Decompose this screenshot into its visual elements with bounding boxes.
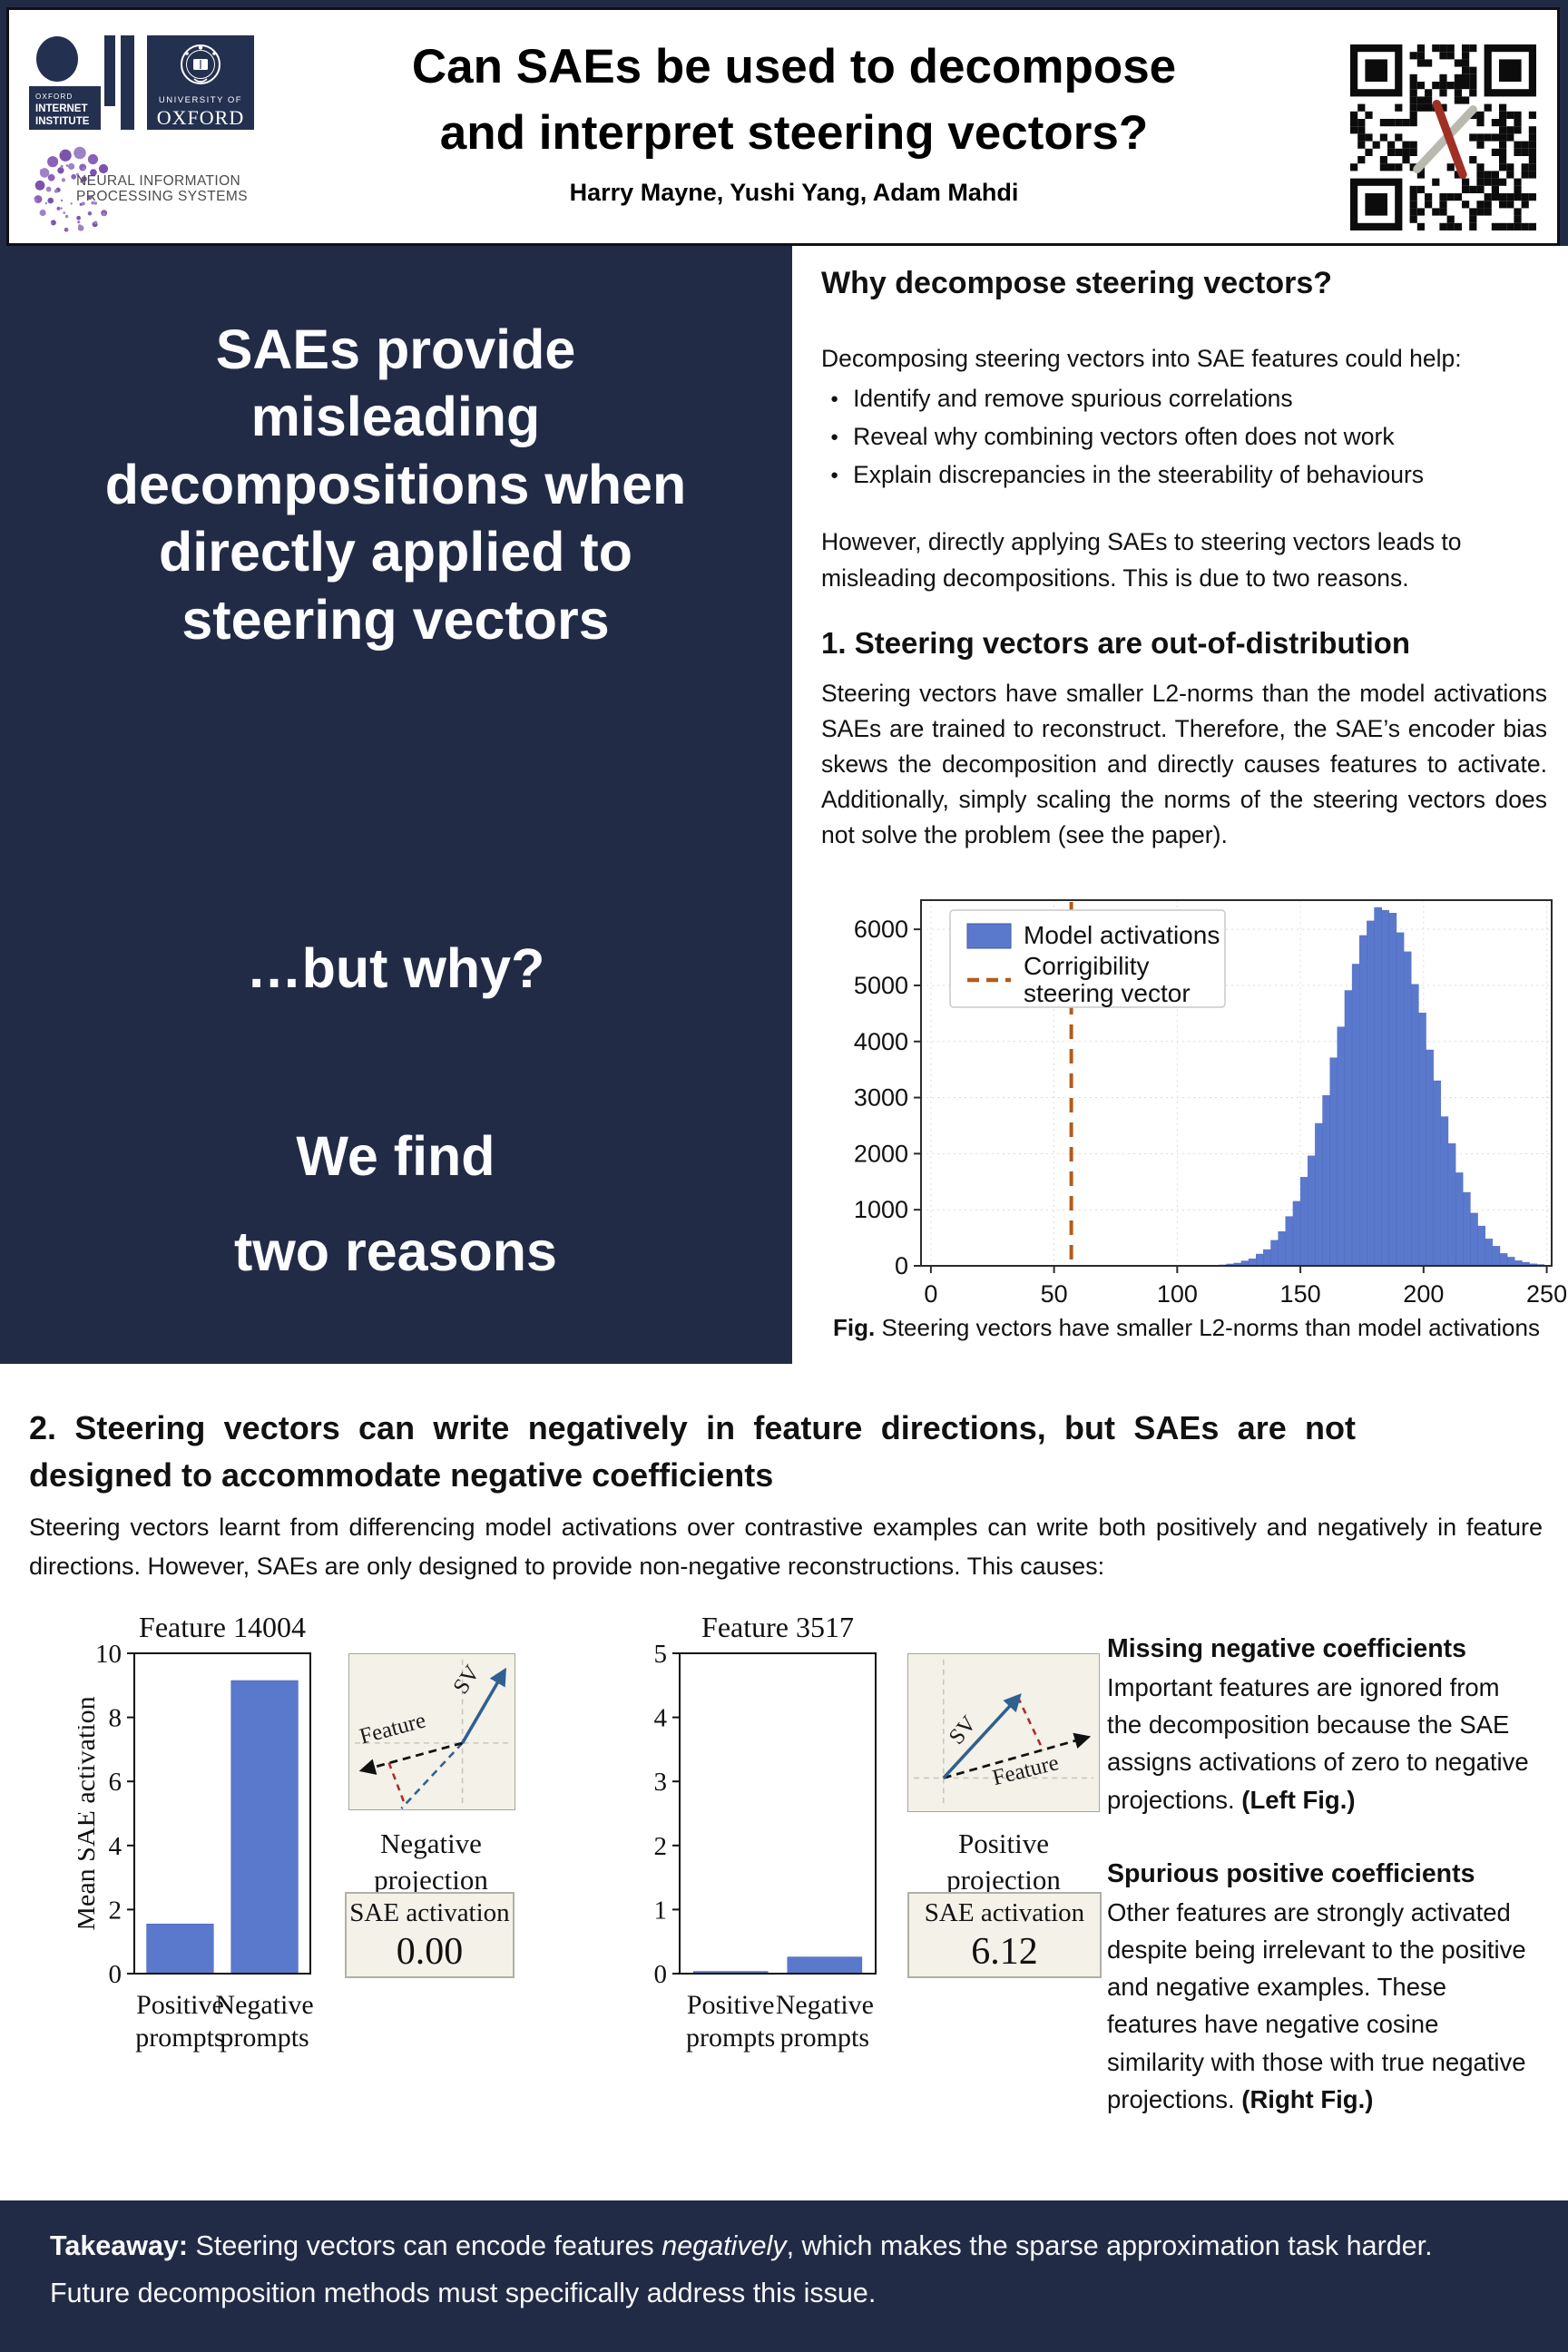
poster-title: Can SAEs be used to decompose and interp… — [411, 40, 1177, 161]
svg-text:1000: 1000 — [854, 1196, 908, 1223]
svg-text:2: 2 — [109, 1896, 122, 1925]
bullet-item: ● Identify and remove spurious correlati… — [830, 385, 1293, 412]
feature-label: Feature — [990, 1750, 1061, 1790]
svg-text:0: 0 — [654, 1960, 668, 1989]
section2-heading: 2. Steering vectors can write negatively… — [29, 1409, 1356, 1494]
svg-text:150: 150 — [1280, 1280, 1321, 1307]
figure-caption: Fig. Steering vectors have smaller L2-no… — [833, 1314, 1540, 1341]
main-claim: SAEs provide misleading decompositions w… — [104, 318, 687, 651]
oxford-label-top: UNIVERSITY OF — [158, 95, 243, 105]
oii-label-1: OXFORD — [35, 93, 73, 101]
neurips-swirl-icon — [34, 146, 109, 232]
takeaway-text: Takeaway: Steering vectors can encode fe… — [50, 2230, 1433, 2309]
svg-text:3: 3 — [654, 1768, 668, 1797]
missing-coefficients-body: Important features are ignored from the … — [1107, 1672, 1529, 1814]
neurips-label: NEURAL INFORMATION PROCESSING SYSTEMS — [76, 173, 248, 205]
oii-label-2: INTERNET — [35, 103, 88, 114]
svg-text:Corrigibility: Corrigibility — [1024, 952, 1149, 980]
svg-text:3000: 3000 — [854, 1084, 908, 1112]
why-section-intro: Decomposing steering vectors into SAE fe… — [821, 345, 1462, 372]
svg-text:6000: 6000 — [854, 916, 908, 943]
spurious-coefficients-heading: Spurious positive coefficients — [1107, 1858, 1475, 1888]
findings-column: Missing negative coefficients Important … — [1107, 1630, 1535, 2118]
sae-activation-box-right: SAE activation 6.12 — [907, 1892, 1102, 1978]
feature-14004-chart: Feature 14004 0 2 4 6 8 10 PositivepromptsNegat… — [78, 1611, 314, 2053]
svg-text:8: 8 — [109, 1704, 122, 1733]
svg-text:200: 200 — [1403, 1280, 1444, 1307]
bullet-icon: ● — [830, 467, 839, 483]
svg-text:Model activations: Model activations — [1024, 921, 1220, 949]
svg-text:Negative: Negative — [215, 1990, 313, 2020]
spurious-coefficients-body: Other features are strongly activated de… — [1107, 1897, 1526, 2113]
bullet-icon: ● — [830, 391, 839, 407]
we-find-text: We find two reasons — [234, 1125, 557, 1282]
why-section-however: However, directly applying SAEs to steer… — [821, 528, 1462, 592]
section1-heading: 1. Steering vectors are out-of-distribut… — [821, 626, 1411, 660]
oxford-label-main: OXFORD — [156, 106, 245, 129]
svg-text:5: 5 — [654, 1640, 668, 1669]
svg-text:4000: 4000 — [854, 1028, 908, 1055]
missing-coefficients-heading: Missing negative coefficients — [1107, 1634, 1466, 1663]
svg-text:6: 6 — [109, 1768, 122, 1797]
sae-activation-box-left: SAE activation 0.00 — [345, 1892, 514, 1978]
svg-text:Mean SAE activation: Mean SAE activation — [78, 1696, 101, 1930]
svg-text:0: 0 — [924, 1280, 937, 1307]
svg-text:50: 50 — [1041, 1280, 1068, 1307]
svg-text:Feature 14004: Feature 14004 — [139, 1611, 306, 1643]
qr-code — [1350, 44, 1536, 230]
section2-intro: Steering vectors learnt from differencin… — [29, 1514, 1543, 1580]
svg-text:prompts: prompts — [135, 2023, 224, 2053]
svg-text:prompts: prompts — [780, 2023, 869, 2053]
bullet-icon: ● — [830, 429, 839, 445]
oxford-logo: UNIVERSITY OF OXFORD — [147, 35, 254, 130]
positive-projection-diagram: SV Feature — [907, 1653, 1100, 1812]
oii-logo: OXFORD INTERNET INSTITUTE — [29, 35, 136, 130]
svg-text:0: 0 — [109, 1960, 122, 1989]
section1-body: Steering vectors have smaller L2-norms t… — [821, 680, 1547, 848]
negative-projection-diagram: SV Feature — [348, 1653, 515, 1810]
why-section-heading: Why decompose steering vectors? — [821, 266, 1333, 300]
but-why-text: …but why? — [246, 937, 545, 999]
header: OXFORD INTERNET INSTITUTE UNIVERSITY OF … — [6, 7, 1560, 246]
neurips-logo: NEURAL INFORMATION PROCESSING SYSTEMS — [29, 141, 356, 246]
svg-text:1: 1 — [654, 1896, 668, 1925]
svg-text:Feature 3517: Feature 3517 — [701, 1611, 854, 1643]
svg-text:4: 4 — [109, 1832, 122, 1861]
svg-text:0: 0 — [895, 1252, 908, 1279]
l2norm-histogram: 0 1000 2000 3000 4000 5000 6000 0 50 100 150 200 250… — [854, 899, 1567, 1307]
bullet-item: ● Explain discrepancies in the steerabil… — [830, 461, 1425, 488]
svg-text:Positive: Positive — [136, 1990, 224, 2020]
svg-text:Positive: Positive — [687, 1990, 775, 2020]
svg-text:250: 250 — [1526, 1280, 1567, 1307]
svg-text:prompts: prompts — [686, 2023, 775, 2053]
svg-text:4: 4 — [654, 1704, 668, 1733]
sv-label: SV — [448, 1661, 485, 1698]
svg-text:2000: 2000 — [854, 1140, 908, 1167]
svg-text:5000: 5000 — [854, 972, 908, 999]
oii-label-3: INSTITUTE — [35, 116, 90, 127]
bullet-item: ● Reveal why combining vectors often doe… — [830, 423, 1395, 450]
svg-text:prompts: prompts — [220, 2023, 309, 2053]
feature-3517-chart: Feature 3517 0 1 2 3 4 5 PositivepromptsNegativ… — [654, 1611, 877, 2053]
svg-text:10: 10 — [95, 1640, 122, 1669]
svg-text:2: 2 — [654, 1832, 668, 1861]
takeaway-bar: Takeaway: Steering vectors can encode fe… — [0, 2200, 1568, 2352]
svg-text:steering vector: steering vector — [1024, 979, 1191, 1007]
svg-text:Negative: Negative — [776, 1990, 874, 2020]
svg-text:100: 100 — [1157, 1280, 1198, 1307]
authors: Harry Mayne, Yushi Yang, Adam Mahdi — [569, 179, 1019, 207]
